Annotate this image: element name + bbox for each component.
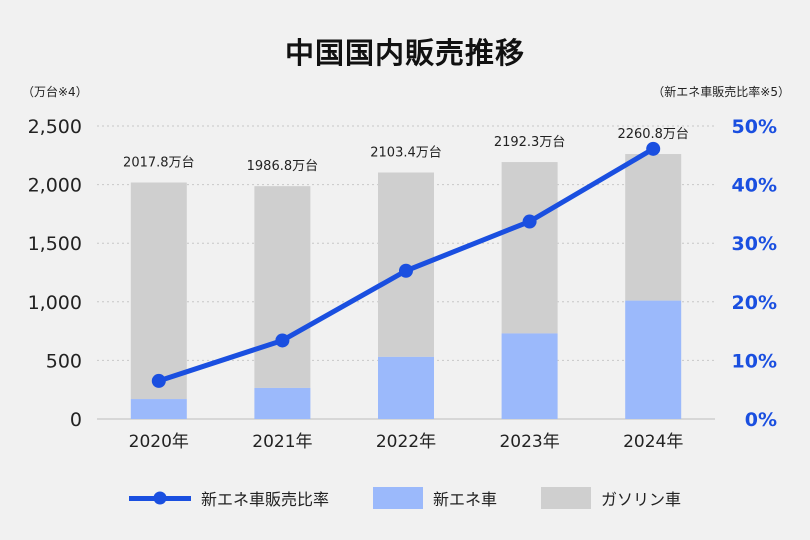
right-axis-tick: 30% bbox=[732, 233, 777, 255]
right-axis-unit-label: （新エネ車販売比率※5） bbox=[652, 84, 790, 99]
legend-label-gasoline: ガソリン車 bbox=[601, 490, 682, 509]
total-label: 2260.8万台 bbox=[617, 127, 689, 142]
total-label: 2103.4万台 bbox=[370, 145, 442, 160]
right-axis-tick: 10% bbox=[732, 350, 777, 372]
left-axis-tick: 2,000 bbox=[28, 175, 82, 197]
right-axis-tick: 40% bbox=[732, 175, 777, 197]
left-axis-unit-label: （万台※4） bbox=[22, 84, 88, 99]
legend-item-ratio: 新エネ車販売比率 bbox=[128, 486, 329, 510]
bar-gasoline bbox=[254, 186, 311, 388]
ratio-point bbox=[646, 141, 661, 156]
left-axis-tick: 2,500 bbox=[28, 116, 82, 138]
x-axis-tick: 2020年 bbox=[129, 432, 189, 452]
right-axis-tick: 50% bbox=[732, 116, 777, 138]
x-axis-tick: 2022年 bbox=[376, 432, 436, 452]
legend-swatch-gasoline bbox=[541, 487, 591, 509]
bar-gasoline bbox=[625, 154, 682, 301]
bar-gasoline bbox=[501, 162, 558, 334]
left-axis-tick: 1,500 bbox=[28, 233, 82, 255]
legend-label-ratio: 新エネ車販売比率 bbox=[200, 490, 329, 509]
right-axis-tick: 20% bbox=[732, 292, 777, 314]
bar-nev bbox=[625, 300, 682, 419]
bar-nev bbox=[501, 333, 558, 419]
legend-item-nev: 新エネ車 bbox=[372, 486, 497, 510]
ratio-point bbox=[275, 333, 290, 348]
bar-nev bbox=[378, 356, 434, 419]
legend-swatch-nev bbox=[372, 487, 423, 509]
x-axis-tick: 2021年 bbox=[252, 432, 312, 452]
total-label: 2017.8万台 bbox=[123, 156, 195, 171]
x-axis-tick: 2023年 bbox=[499, 432, 559, 452]
total-label: 2192.3万台 bbox=[494, 135, 566, 150]
ratio-point bbox=[522, 214, 537, 229]
ratio-point bbox=[399, 263, 413, 278]
legend-line-swatch bbox=[128, 495, 191, 501]
legend-item-gasoline: ガソリン車 bbox=[541, 486, 681, 510]
bar-nev bbox=[130, 399, 187, 419]
bar-nev bbox=[254, 387, 311, 419]
legend: 新エネ車販売比率 新エネ車 ガソリン車 bbox=[0, 486, 810, 510]
left-axis-tick: 1,000 bbox=[28, 292, 82, 314]
total-label: 1986.8万台 bbox=[247, 159, 319, 174]
ratio-point bbox=[151, 373, 166, 388]
chart-title: 中国国内販売推移 bbox=[284, 36, 525, 70]
x-axis-tick: 2024年 bbox=[623, 432, 683, 452]
right-axis-tick: 0% bbox=[745, 409, 777, 431]
legend-label-nev: 新エネ車 bbox=[432, 490, 497, 509]
left-axis-tick: 500 bbox=[46, 350, 82, 372]
bar-gasoline bbox=[130, 182, 187, 400]
left-axis-tick: 0 bbox=[70, 409, 82, 431]
